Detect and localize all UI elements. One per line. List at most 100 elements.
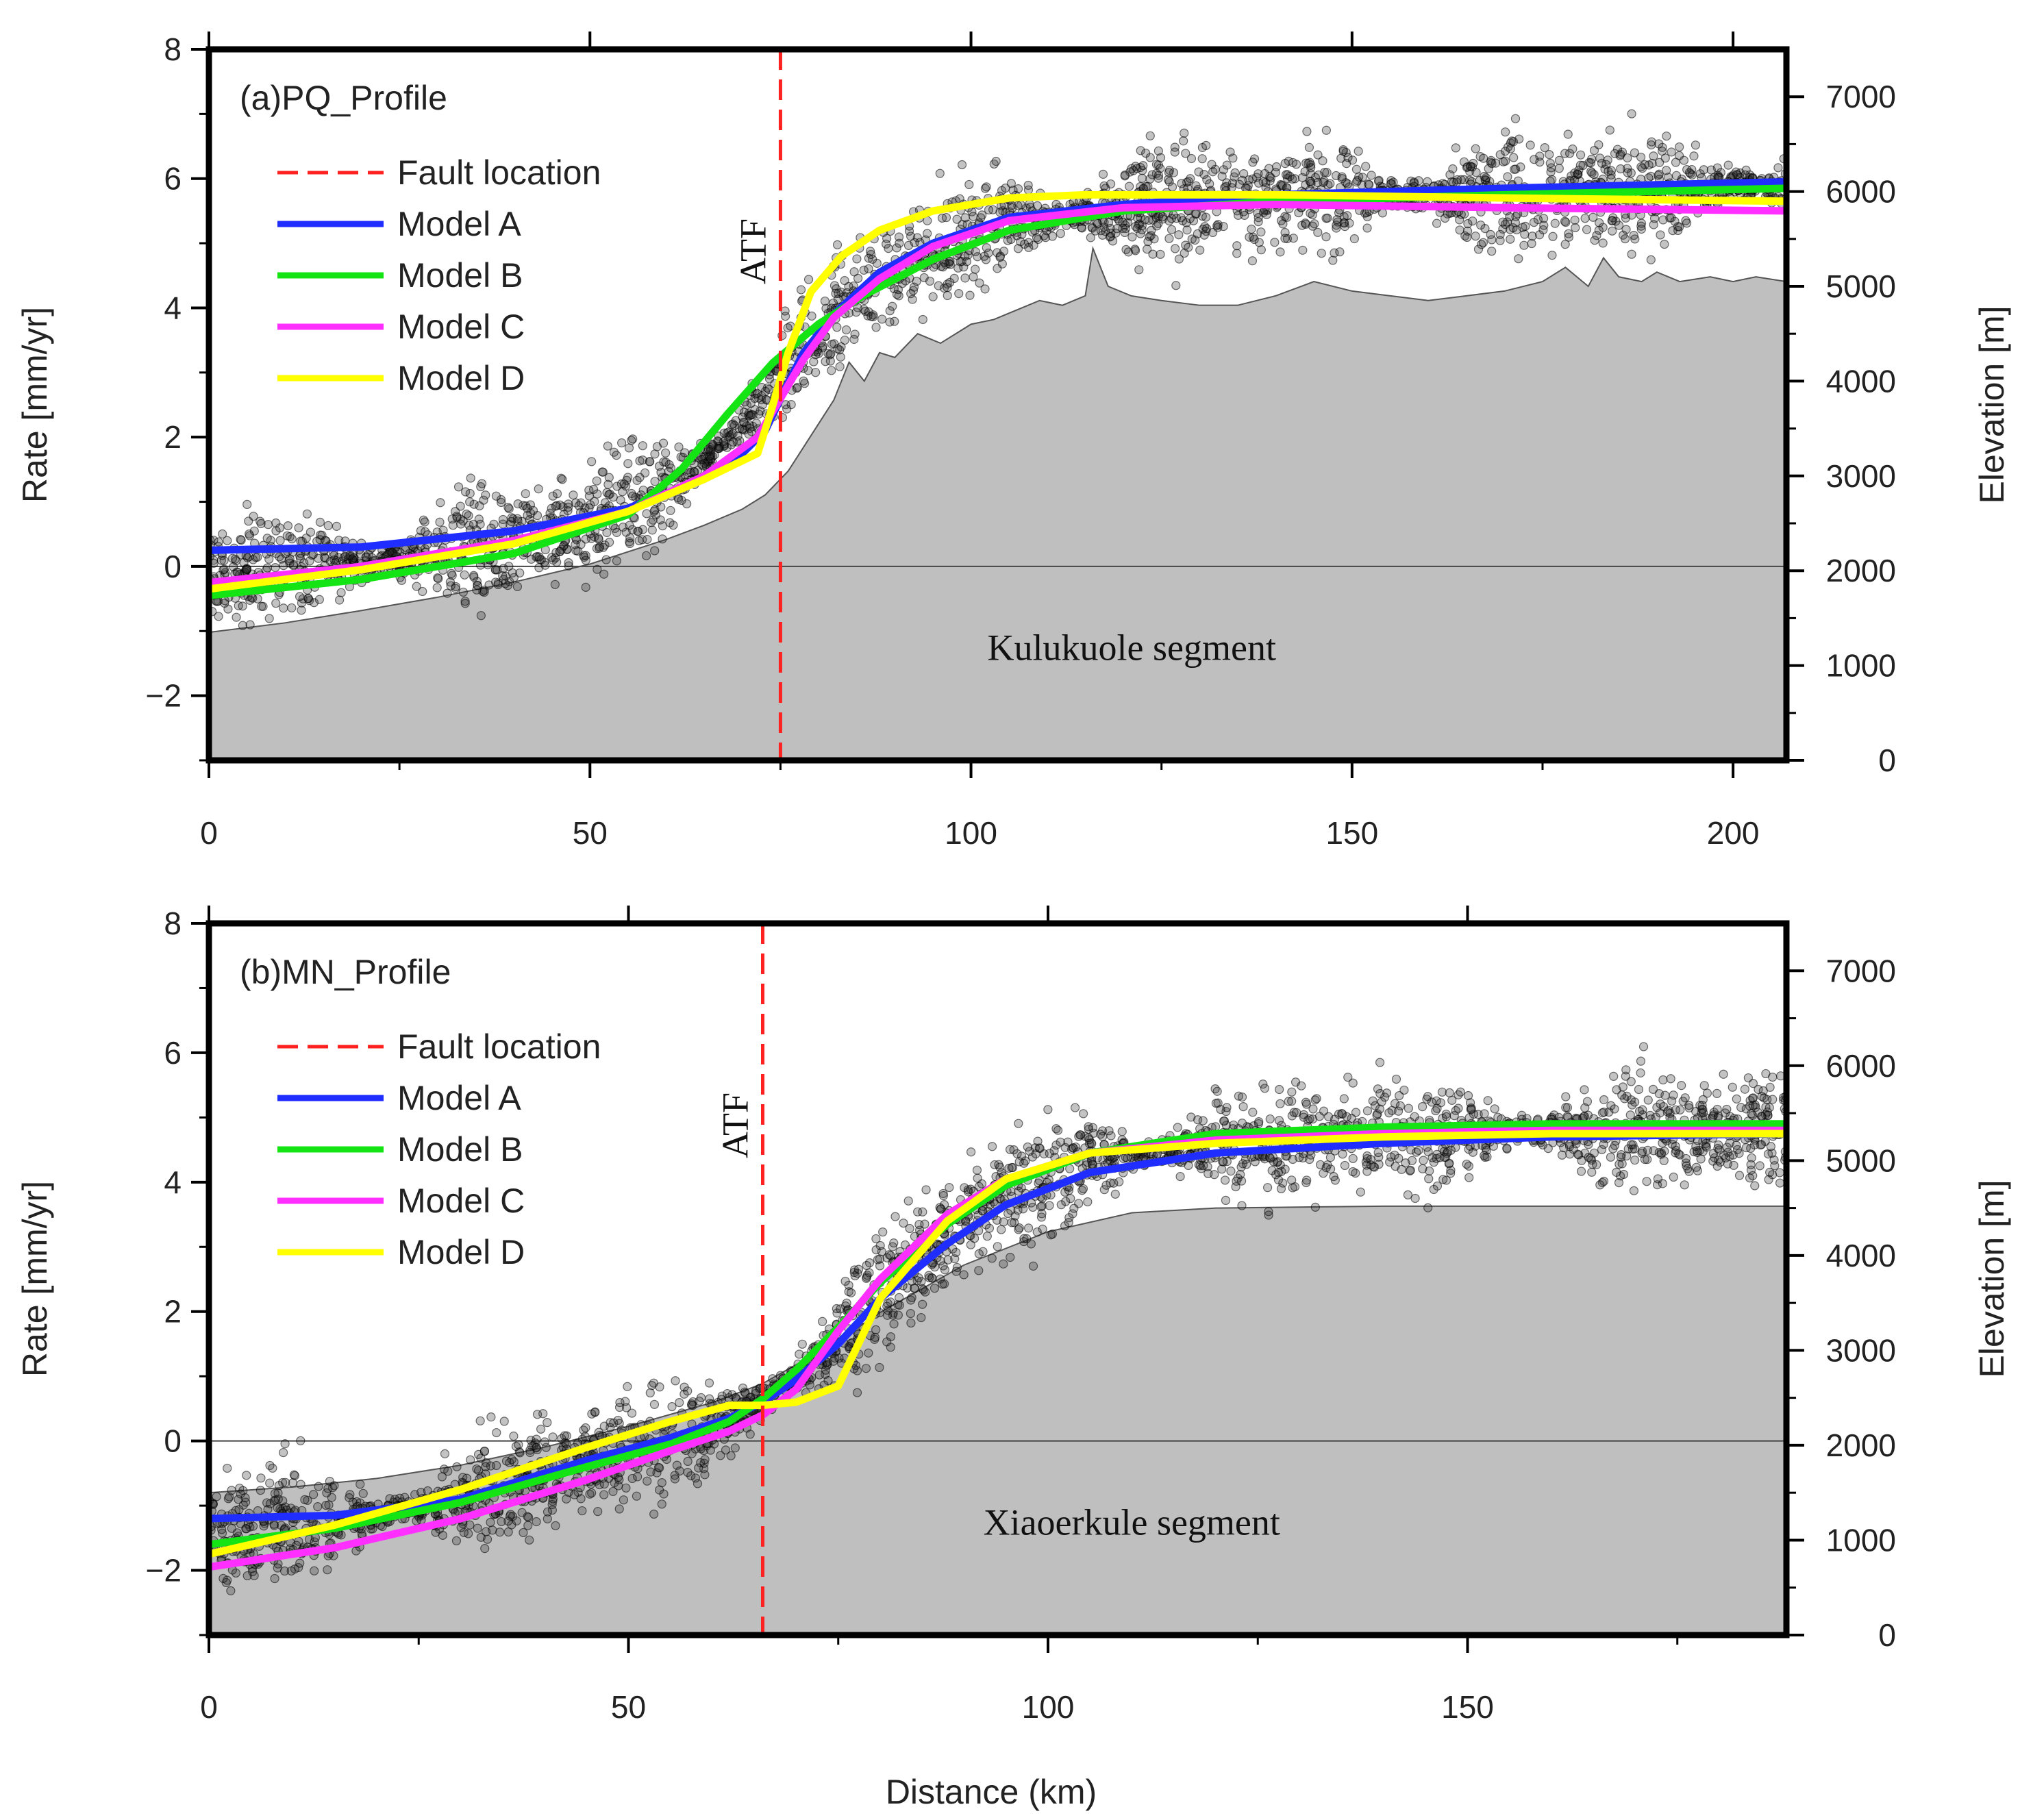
observation-point: [1009, 1145, 1019, 1155]
observation-point: [964, 179, 974, 190]
observation-point: [1530, 155, 1539, 164]
observation-point: [1247, 256, 1258, 266]
observation-point: [925, 276, 935, 286]
observation-point: [1748, 1171, 1758, 1180]
observation-point: [648, 515, 658, 525]
observation-point: [995, 253, 1005, 262]
observation-point: [592, 476, 601, 486]
observation-point: [1362, 223, 1372, 233]
observation-point: [786, 400, 796, 410]
observation-point: [473, 1523, 482, 1533]
observation-point: [1616, 164, 1625, 174]
observation-point: [443, 1467, 453, 1476]
observation-point: [1047, 1229, 1058, 1239]
observation-point: [1349, 234, 1359, 244]
observation-point: [1219, 1157, 1228, 1167]
observation-point: [728, 429, 738, 438]
observation-point: [803, 275, 814, 284]
observation-point: [1310, 219, 1319, 229]
observation-point: [1220, 1175, 1230, 1185]
plot-area: [209, 49, 1786, 760]
observation-point: [1419, 1156, 1428, 1165]
observation-point: [1590, 236, 1599, 245]
observation-point: [1547, 251, 1557, 260]
observation-point: [226, 1586, 236, 1595]
observation-point: [401, 545, 410, 555]
observation-point: [1179, 136, 1188, 146]
observation-point: [659, 1489, 669, 1499]
observation-point: [397, 575, 407, 585]
observation-point: [238, 601, 247, 611]
observation-point: [593, 489, 602, 499]
observation-point: [1671, 1105, 1680, 1114]
y-tick-label-left: 8: [164, 32, 182, 67]
observation-point: [878, 1227, 888, 1237]
observation-point: [356, 549, 365, 559]
observation-point: [1667, 213, 1676, 223]
observation-point: [456, 519, 466, 529]
observation-point: [519, 1528, 528, 1538]
observation-point: [1185, 214, 1195, 223]
legend-label: Model D: [397, 359, 525, 397]
observation-point: [1006, 1252, 1015, 1262]
observation-point: [1145, 174, 1155, 184]
observation-point: [1197, 154, 1207, 164]
observation-point: [256, 519, 266, 528]
observation-point: [581, 556, 590, 565]
observation-point: [656, 467, 666, 477]
observation-point: [219, 1573, 228, 1583]
observation-point: [805, 1380, 814, 1390]
observation-point: [469, 499, 479, 509]
observation-point: [1343, 1073, 1353, 1082]
observation-point: [814, 1370, 824, 1380]
observation-point: [512, 514, 523, 523]
observation-point: [1287, 1087, 1297, 1097]
observation-point: [532, 1434, 541, 1444]
observation-point: [846, 1288, 856, 1297]
observation-point: [1410, 1193, 1420, 1204]
observation-point: [1337, 173, 1347, 184]
observation-point: [1248, 158, 1258, 167]
observation-point: [928, 292, 938, 301]
observation-point: [1564, 229, 1573, 238]
observation-point: [599, 1479, 609, 1489]
observation-point: [844, 282, 853, 291]
observation-point: [465, 1520, 475, 1530]
observation-point: [1134, 265, 1144, 275]
observation-point: [1003, 1209, 1013, 1219]
observation-point: [418, 586, 427, 597]
observation-point: [1170, 147, 1180, 157]
observation-point: [1462, 162, 1473, 172]
observation-point: [299, 558, 309, 568]
observation-point: [969, 212, 978, 221]
observation-point: [1587, 168, 1597, 178]
observation-point: [1478, 238, 1488, 247]
observation-point: [1490, 1104, 1499, 1114]
observation-point: [618, 487, 627, 497]
observation-point: [1521, 221, 1530, 231]
observation-point: [1452, 175, 1462, 185]
observation-point: [1640, 1154, 1649, 1164]
observation-point: [1310, 173, 1321, 182]
observation-point: [1375, 1058, 1385, 1067]
observation-point: [1424, 1174, 1434, 1184]
observation-point: [1448, 164, 1458, 174]
observation-point: [1130, 246, 1140, 255]
observation-point: [638, 456, 647, 465]
observation-point: [1468, 1147, 1477, 1157]
observation-point: [1563, 1112, 1573, 1122]
observation-point: [1023, 180, 1033, 190]
observation-point: [841, 325, 851, 335]
observation-point: [581, 534, 590, 544]
observation-point: [509, 1457, 519, 1467]
observation-point: [1037, 1209, 1047, 1219]
observation-point: [584, 486, 594, 495]
observation-point: [1713, 1143, 1723, 1154]
observation-point: [264, 614, 274, 623]
observation-point: [1514, 134, 1524, 144]
observation-point: [1621, 1065, 1631, 1075]
y-tick-label-left: −2: [146, 678, 182, 714]
observation-point: [1403, 1190, 1413, 1199]
observation-point: [248, 1567, 258, 1577]
